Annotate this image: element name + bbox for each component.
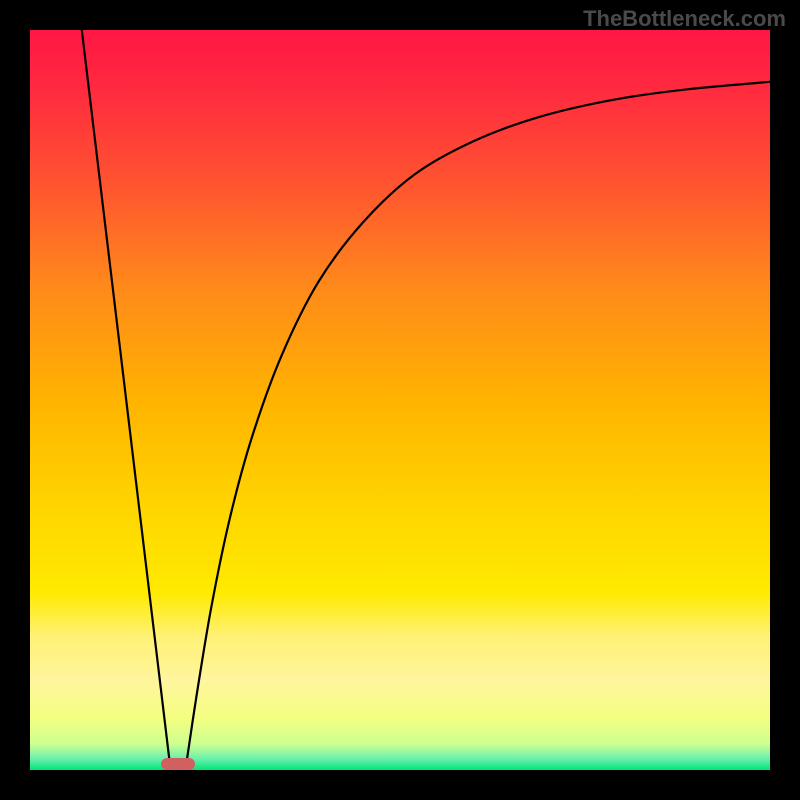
minimum-marker: [161, 758, 195, 770]
plot-area: [30, 30, 770, 770]
curve-left-segment: [82, 30, 171, 770]
watermark-text: TheBottleneck.com: [583, 6, 786, 32]
chart-container: TheBottleneck.com: [0, 0, 800, 800]
curve-right-segment: [185, 82, 770, 770]
curve-layer: [30, 30, 770, 770]
